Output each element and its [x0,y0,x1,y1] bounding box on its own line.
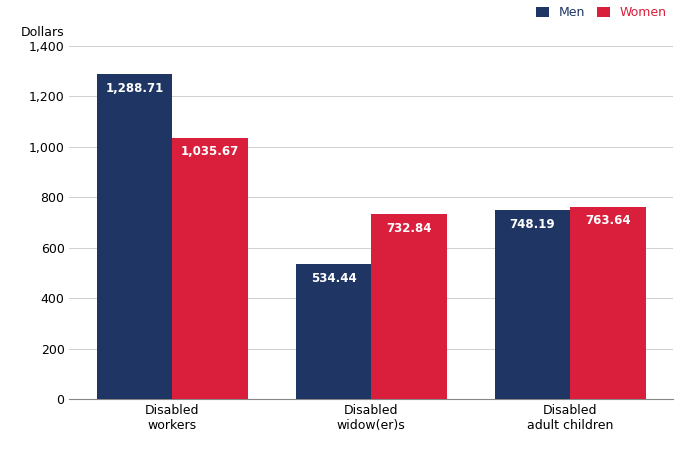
Bar [570,207,645,399]
Bar [495,210,570,399]
Text: 748.19: 748.19 [509,218,555,231]
Text: 763.64: 763.64 [585,214,631,227]
Bar [296,264,371,399]
Text: 1,288.71: 1,288.71 [105,82,164,95]
Text: 732.84: 732.84 [387,222,432,235]
Bar [371,214,447,399]
Legend: Men, Women: Men, Women [536,6,667,19]
Text: 1,035.67: 1,035.67 [181,146,239,158]
Text: 534.44: 534.44 [311,272,357,285]
Bar [172,138,248,399]
Bar [97,74,172,399]
Text: Dollars: Dollars [21,26,65,39]
